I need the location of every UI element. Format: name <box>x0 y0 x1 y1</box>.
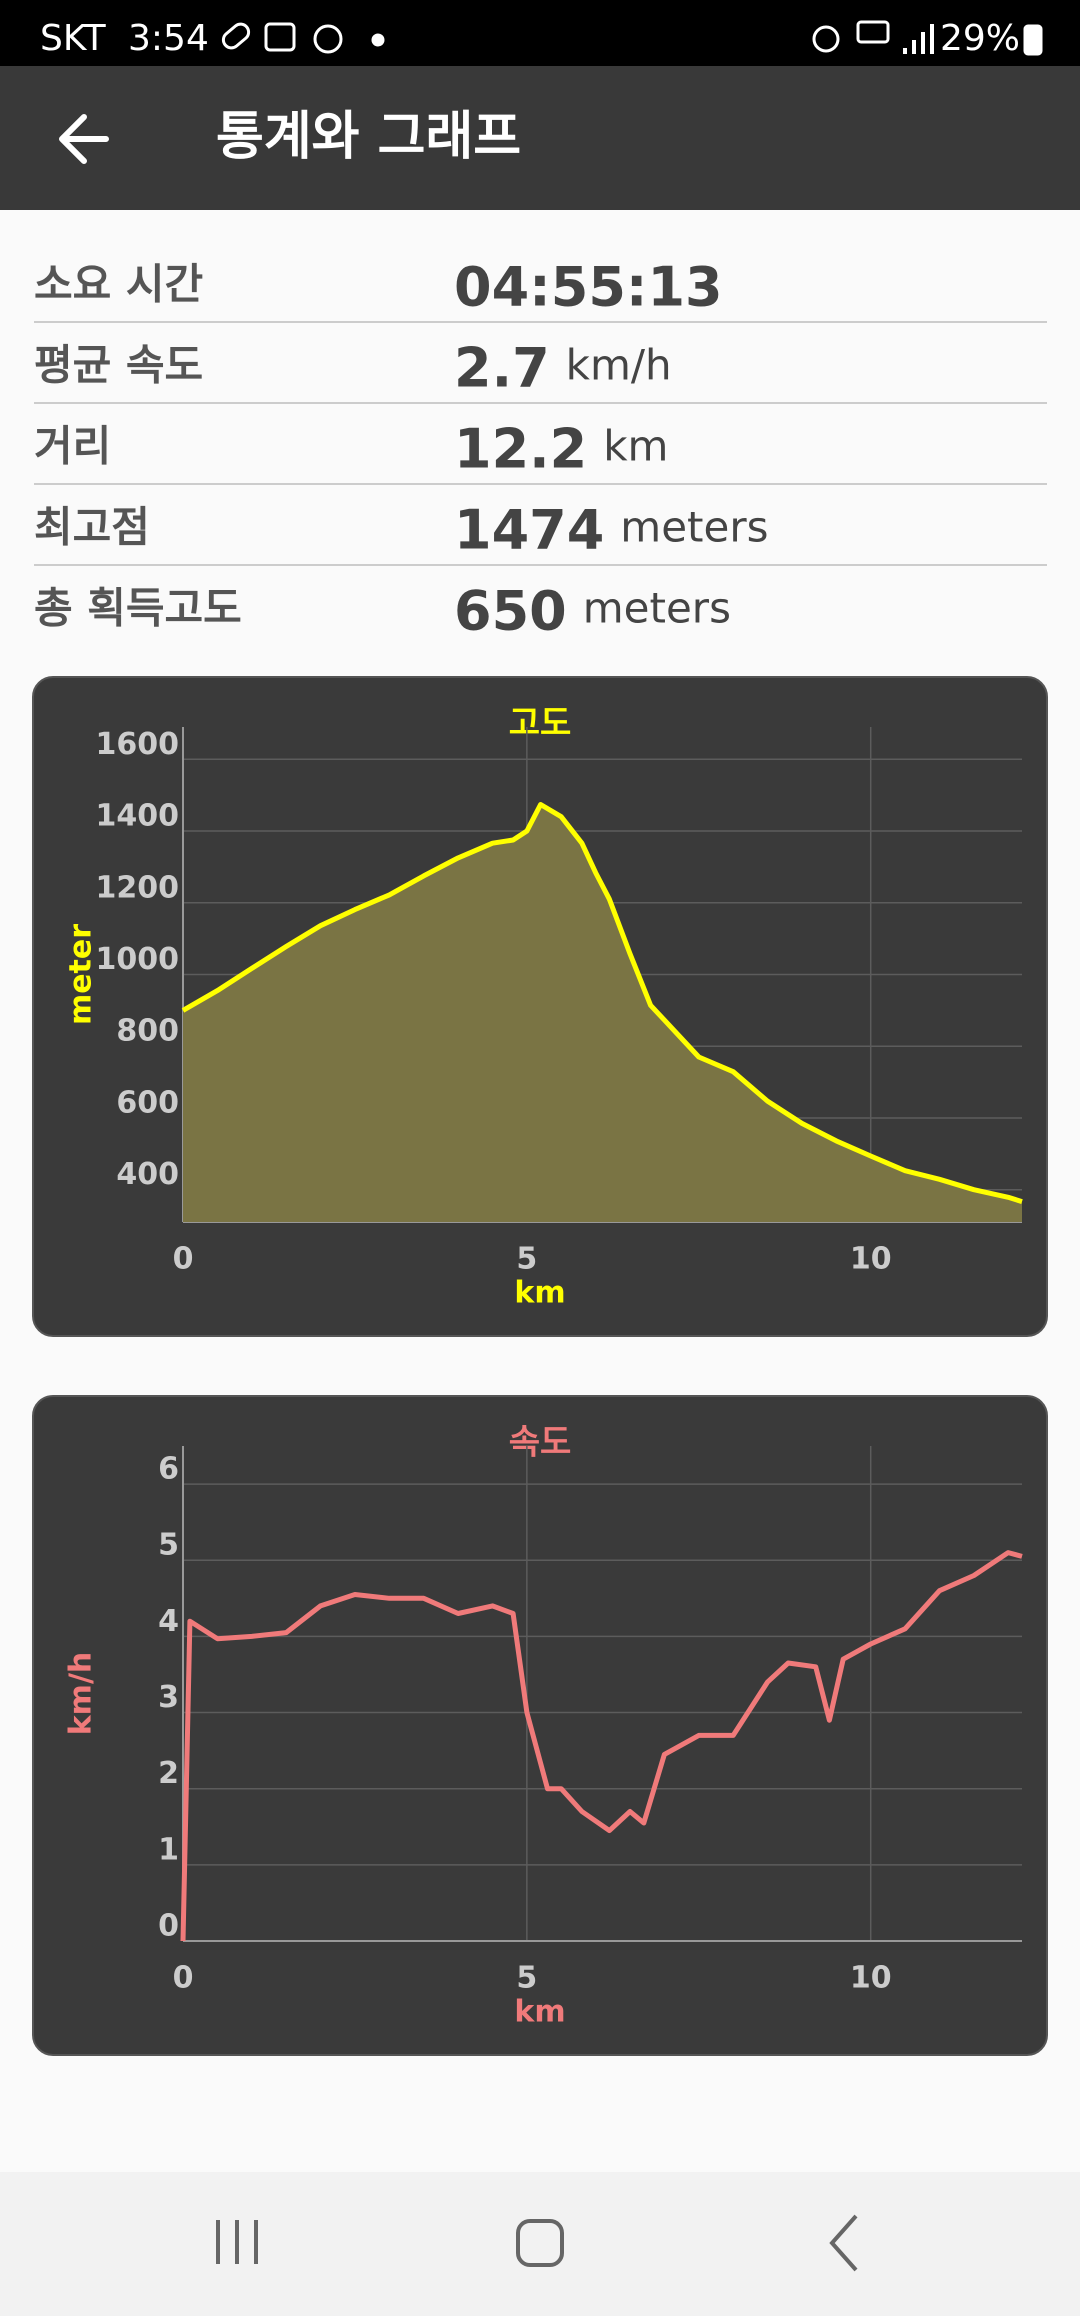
stat-label: 소요 시간 <box>34 260 203 309</box>
y-tick-label: 400 <box>116 1157 179 1192</box>
carrier: SKT <box>40 18 107 59</box>
recent-apps-button[interactable] <box>216 2220 258 2264</box>
y-tick-label: 1400 <box>96 799 180 834</box>
x-axis-label: km <box>514 1276 565 1311</box>
area-fill <box>183 804 1022 1222</box>
y-tick-label: 800 <box>116 1014 179 1049</box>
y-tick-label: 1200 <box>96 870 180 905</box>
app-title: 통계와 그래프 <box>216 107 521 167</box>
stat-value: 12.2 <box>454 418 587 481</box>
line <box>180 1550 1023 1942</box>
y-tick-label: 600 <box>116 1085 179 1120</box>
battery-level: 29% <box>940 18 1020 59</box>
y-tick-label: 6 <box>158 1452 179 1487</box>
stat-value: 650 <box>454 580 567 643</box>
home-button[interactable] <box>516 2219 564 2267</box>
status-icons <box>221 20 1043 56</box>
signal-icon <box>903 24 934 54</box>
chart-title: 고도 <box>509 704 572 744</box>
x-tick-label: 10 <box>850 1961 892 1996</box>
nav-back-button[interactable] <box>829 2214 858 2272</box>
y-tick-label: 2 <box>158 1756 179 1791</box>
stat-label: 평균 속도 <box>34 341 203 390</box>
y-tick-label: 1000 <box>96 942 180 977</box>
clock: 3:54 <box>128 18 209 59</box>
nav-bar <box>0 2172 1080 2316</box>
status-bar <box>0 0 1080 66</box>
chart: 고도 400 600 800 1000 1200 1400 1600 0 5 10 km meter <box>32 676 1048 1337</box>
stat-value: 1474 <box>454 499 604 562</box>
chart-title: 속도 <box>509 1423 572 1463</box>
y-tick-label: 4 <box>158 1604 179 1639</box>
y-tick-label: 3 <box>158 1680 179 1715</box>
line <box>181 802 1023 1204</box>
stat-unit: meters <box>620 503 768 552</box>
chart: 속도 0 1 2 3 4 5 6 0 5 10 km km/h <box>32 1395 1048 2056</box>
x-tick-label: 0 <box>173 1961 194 1996</box>
y-axis-label: meter <box>64 924 99 1025</box>
x-tick-label: 5 <box>516 1242 537 1277</box>
y-tick-label: 1 <box>158 1832 179 1867</box>
stat-label: 최고점 <box>34 503 150 552</box>
y-tick-label: 1600 <box>96 727 180 762</box>
stat-unit: km/h <box>566 341 672 390</box>
x-axis-label: km <box>514 1995 565 2030</box>
stat-value: 2.7 <box>454 337 550 400</box>
x-tick-label: 5 <box>516 1961 537 1996</box>
x-tick-label: 0 <box>173 1242 194 1277</box>
stat-unit: km <box>603 422 668 471</box>
app-bar <box>0 66 1080 210</box>
y-axis-label: km/h <box>64 1652 99 1736</box>
y-tick-label: 0 <box>158 1909 179 1944</box>
back-button[interactable] <box>59 114 109 164</box>
stat-label: 거리 <box>34 422 111 471</box>
x-tick-label: 10 <box>850 1242 892 1277</box>
stats-list: 소요 시간 04:55:13 평균 속도 2.7 km/h 거리 12.2 km 최고점 1474… <box>34 256 1047 643</box>
stat-value: 04:55:13 <box>454 256 723 319</box>
chart-card <box>32 1395 1048 2056</box>
stat-unit: meters <box>583 584 731 633</box>
stat-label: 총 획득고도 <box>34 584 242 633</box>
y-tick-label: 5 <box>158 1528 179 1563</box>
